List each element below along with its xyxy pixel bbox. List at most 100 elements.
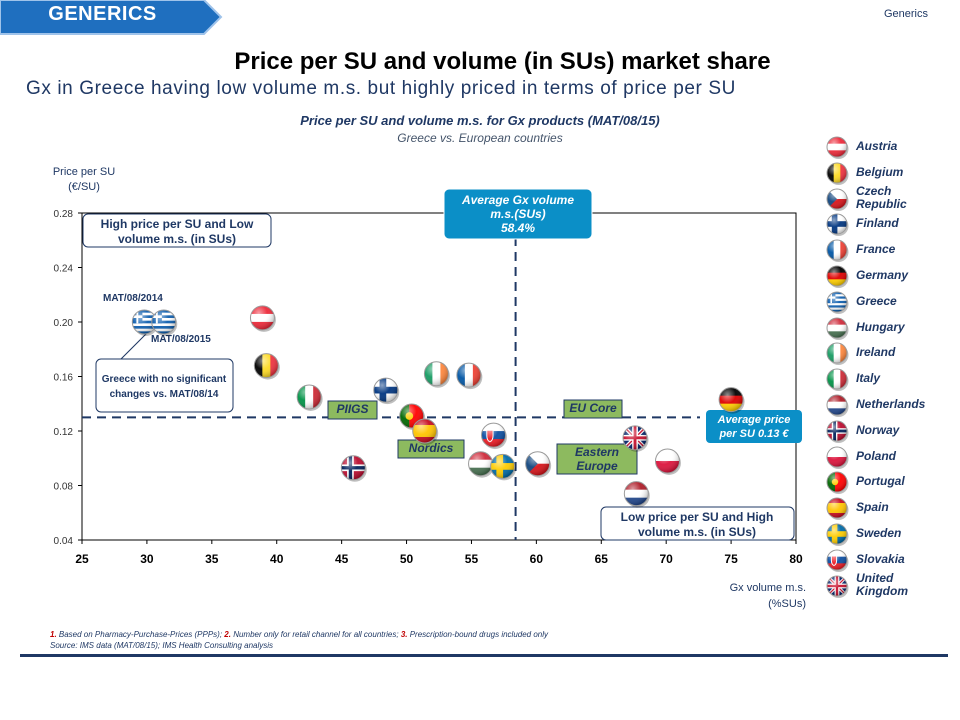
legend-label-line: Spain <box>856 500 889 515</box>
legend-label: Greece <box>856 294 897 308</box>
point-slovakia <box>481 422 508 450</box>
footnote-text-2: Number only for retail channel for all c… <box>230 630 401 639</box>
avg-volume-text: Average Gx volume <box>461 193 574 207</box>
quadrant-text-top-left-2: volume m.s. (in SUs) <box>118 232 236 246</box>
x-tick-label: 55 <box>465 552 479 566</box>
y-axis-unit: (€/SU) <box>68 181 100 193</box>
footnote-num-2: 2. <box>224 630 231 639</box>
legend-item-spain: Spain <box>826 497 960 521</box>
avg-price-text: per SU 0.13 € <box>718 428 789 440</box>
legend-item-france: France <box>826 239 960 263</box>
legend-label-line: Portugal <box>856 474 905 489</box>
point-spain <box>412 418 439 445</box>
page-title: Price per SU and volume (in SUs) market … <box>234 48 771 75</box>
legend-slovakia-flag <box>826 549 849 572</box>
label-mat-2014: MAT/08/2014 <box>103 293 163 304</box>
legend-poland-flag <box>826 446 849 469</box>
legend-item-ireland: Ireland <box>826 342 960 366</box>
point-sweden <box>490 453 517 481</box>
legend-item-sweden: Sweden <box>826 523 960 547</box>
spain-flag-icon <box>826 497 849 521</box>
belgium-flag-icon <box>826 162 849 185</box>
group-eastern-europe-box <box>556 443 638 475</box>
legend-label-line: Republic <box>856 196 907 211</box>
france-flag-icon <box>826 239 849 263</box>
germany-flag-icon <box>826 265 849 288</box>
group-eu-core-box <box>563 399 623 419</box>
greece-note-text: changes vs. MAT/08/14 <box>110 389 219 400</box>
quadrant-box-top-left <box>82 213 272 248</box>
point-austria <box>249 305 276 332</box>
legend-label-line: United <box>856 570 894 585</box>
x-tick-label: 40 <box>270 552 284 566</box>
x-tick-label: 80 <box>789 552 803 566</box>
point-france <box>456 362 483 390</box>
legend-label: Netherlands <box>856 398 925 411</box>
legend-item-finland: Finland <box>826 213 960 237</box>
y-tick-label: 0.24 <box>54 264 74 275</box>
legend-label: Belgium <box>856 165 903 179</box>
point-uk <box>622 425 649 452</box>
legend-label: Italy <box>856 372 880 385</box>
portugal-flag-icon <box>826 471 849 495</box>
greece-note-box <box>95 358 234 413</box>
point-italy <box>296 384 323 411</box>
quadrant-text-top-left-1: High price per SU and Low <box>101 217 254 231</box>
point-poland <box>654 448 681 475</box>
legend-label-line: Finland <box>856 216 899 231</box>
point-greece-2014 <box>131 309 158 336</box>
legend-item-portugal: Portugal <box>826 471 960 495</box>
legend-label: Sweden <box>856 527 901 540</box>
group-piigs-text: PIIGS <box>336 402 368 416</box>
page-subtitle: Gx in Greece having low volume m.s. but … <box>26 78 736 99</box>
legend-item-netherlands: Netherlands <box>826 394 960 418</box>
legend-item-norway: Norway <box>826 420 960 444</box>
avg-volume-box <box>443 188 593 240</box>
legend-item-austria: Austria <box>826 136 960 160</box>
footnote: 1. Based on Pharmacy-Purchase-Prices (PP… <box>50 629 548 651</box>
legend-france-flag <box>826 239 849 263</box>
y-tick-label: 0.12 <box>54 427 74 438</box>
legend-item-slovakia: Slovakia <box>826 549 960 573</box>
point-netherlands <box>623 481 650 508</box>
legend-label-line: Netherlands <box>856 397 926 411</box>
legend-netherlands-flag <box>826 394 849 417</box>
quadrant-text-bottom-right: volume m.s. (in SUs) <box>638 525 756 539</box>
slovakia-flag-icon <box>826 549 849 572</box>
legend-item-greece: Greece <box>826 291 960 315</box>
legend-uk-flag <box>826 575 849 598</box>
legend-austria-flag <box>826 136 849 159</box>
y-tick-label: 0.20 <box>54 318 74 329</box>
point-ireland <box>423 361 450 388</box>
avg-volume-text: 58.4% <box>501 221 535 235</box>
legend-germany-flag <box>826 265 849 288</box>
greece-flag-icon <box>826 291 849 314</box>
legend-label-line: Slovakia <box>856 551 905 566</box>
footnote-text-1: Based on Pharmacy-Purchase-Prices (PPPs)… <box>56 630 225 639</box>
x-tick-label: 35 <box>205 552 219 566</box>
greece-note-connector <box>119 331 149 361</box>
austria-flag-icon <box>826 136 849 159</box>
legend-sweden-flag <box>826 523 849 546</box>
legend-item-belgium: Belgium <box>826 162 960 186</box>
label-mat-2015: MAT/08/2015 <box>151 334 211 345</box>
legend-label-line: Italy <box>856 371 881 386</box>
legend-label: Spain <box>856 501 889 514</box>
sweden-flag-icon <box>826 523 849 546</box>
hungary-flag-icon <box>826 317 849 340</box>
section-tag <box>0 0 223 35</box>
x-tick-label: 25 <box>75 552 89 566</box>
norway-flag-icon <box>826 420 849 443</box>
x-axis-unit: (%SUs) <box>768 598 806 610</box>
czech-flag-icon <box>826 188 849 211</box>
point-czech <box>525 451 552 478</box>
group-eastern-europe-text: Eastern <box>575 445 619 459</box>
legend-label-line: Sweden <box>856 526 902 540</box>
chart-title: Price per SU and volume m.s. for Gx prod… <box>300 113 660 128</box>
greece-note-text: Greece with no significant <box>102 374 227 385</box>
x-tick-label: 65 <box>595 552 609 566</box>
point-norway <box>340 455 367 482</box>
group-piigs-box <box>327 400 378 420</box>
point-finland <box>373 377 400 405</box>
